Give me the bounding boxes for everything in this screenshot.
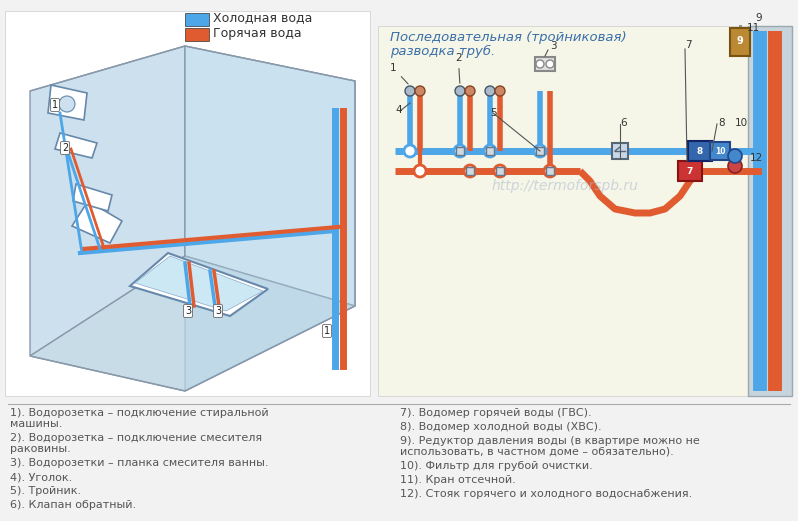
Bar <box>546 167 554 175</box>
Text: 2: 2 <box>455 53 461 83</box>
Text: 8: 8 <box>697 146 703 155</box>
Text: 6). Клапан обратный.: 6). Клапан обратный. <box>10 500 136 511</box>
Bar <box>185 28 209 41</box>
Text: Последовательная (тройниковая): Последовательная (тройниковая) <box>390 31 626 44</box>
Text: 4: 4 <box>395 105 401 115</box>
Text: Холодная вода: Холодная вода <box>213 11 312 24</box>
Bar <box>486 147 494 155</box>
Circle shape <box>728 149 742 163</box>
Text: раковины.: раковины. <box>10 444 71 454</box>
Circle shape <box>495 86 505 96</box>
Bar <box>496 167 504 175</box>
Circle shape <box>485 86 495 96</box>
Polygon shape <box>30 46 185 356</box>
Text: 1: 1 <box>52 100 58 110</box>
Circle shape <box>728 159 742 173</box>
Text: 7: 7 <box>687 167 693 176</box>
Circle shape <box>465 86 475 96</box>
Text: 1: 1 <box>324 326 330 336</box>
Circle shape <box>454 145 466 157</box>
Circle shape <box>544 165 556 177</box>
Text: 2). Водорозетка – подключение смесителя: 2). Водорозетка – подключение смесителя <box>10 433 262 443</box>
Bar <box>378 26 760 396</box>
Bar <box>688 141 712 161</box>
Text: 2: 2 <box>62 143 68 153</box>
Text: 5: 5 <box>490 108 496 118</box>
Text: 10: 10 <box>735 118 749 128</box>
Bar <box>456 147 464 155</box>
Polygon shape <box>135 256 263 311</box>
Text: 12). Стояк горячего и холодного водоснабжения.: 12). Стояк горячего и холодного водоснаб… <box>400 489 692 499</box>
Text: машины.: машины. <box>10 419 62 429</box>
Text: 11). Кран отсечной.: 11). Кран отсечной. <box>400 475 516 485</box>
Circle shape <box>484 145 496 157</box>
Text: 7). Водомер горячей воды (ГВС).: 7). Водомер горячей воды (ГВС). <box>400 408 591 418</box>
Text: 9: 9 <box>755 13 761 23</box>
Circle shape <box>464 165 476 177</box>
Bar <box>678 161 702 181</box>
Text: 3: 3 <box>185 306 191 316</box>
Text: 4). Уголок.: 4). Уголок. <box>10 473 73 482</box>
Text: 1: 1 <box>390 63 408 84</box>
Text: 3: 3 <box>215 306 221 316</box>
Text: разводка труб.: разводка труб. <box>390 45 496 58</box>
Circle shape <box>455 86 465 96</box>
Bar <box>185 13 209 26</box>
Polygon shape <box>185 46 355 306</box>
Bar <box>5 11 370 396</box>
Bar <box>730 28 750 56</box>
Text: Горячая вода: Горячая вода <box>213 27 302 40</box>
Text: http://termoforspb.ru: http://termoforspb.ru <box>492 179 638 193</box>
Text: 1). Водорозетка – подключение стиральной: 1). Водорозетка – подключение стиральной <box>10 408 269 418</box>
Bar <box>466 167 474 175</box>
Text: 12: 12 <box>750 153 763 163</box>
Bar <box>536 147 544 155</box>
Polygon shape <box>73 184 112 211</box>
Circle shape <box>415 86 425 96</box>
Bar <box>612 143 628 159</box>
Text: 5). Тройник.: 5). Тройник. <box>10 487 81 497</box>
Bar <box>535 57 555 71</box>
Polygon shape <box>55 133 97 158</box>
Bar <box>748 26 792 396</box>
Circle shape <box>404 145 416 157</box>
Text: 9). Редуктор давления воды (в квартире можно не: 9). Редуктор давления воды (в квартире м… <box>400 436 700 446</box>
Text: 6: 6 <box>620 118 626 128</box>
Polygon shape <box>185 46 355 391</box>
Text: 7: 7 <box>685 40 692 50</box>
Text: 10: 10 <box>715 146 725 155</box>
Text: 3: 3 <box>550 41 557 51</box>
Polygon shape <box>130 253 268 316</box>
Bar <box>710 142 730 160</box>
Polygon shape <box>48 85 87 120</box>
Circle shape <box>534 145 546 157</box>
Text: 9: 9 <box>737 36 744 46</box>
Text: использовать, в частном доме – обязательно).: использовать, в частном доме – обязатель… <box>400 447 674 457</box>
Text: 8). Водомер холодной воды (ХВС).: 8). Водомер холодной воды (ХВС). <box>400 422 602 432</box>
Circle shape <box>494 165 506 177</box>
Circle shape <box>405 86 415 96</box>
Circle shape <box>536 60 544 68</box>
Circle shape <box>59 96 75 112</box>
Text: 11: 11 <box>747 23 760 33</box>
Circle shape <box>414 165 426 177</box>
Text: 10). Фильтр для грубой очистки.: 10). Фильтр для грубой очистки. <box>400 461 593 471</box>
Polygon shape <box>72 201 122 243</box>
Text: 3). Водорозетки – планка смесителя ванны.: 3). Водорозетки – планка смесителя ванны… <box>10 458 268 468</box>
Circle shape <box>546 60 554 68</box>
Text: 8: 8 <box>718 118 725 128</box>
Polygon shape <box>30 256 355 391</box>
